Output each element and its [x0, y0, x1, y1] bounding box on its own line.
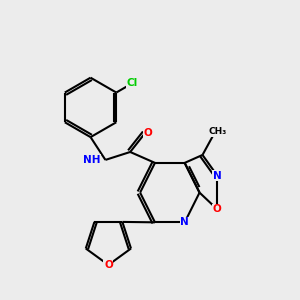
Text: N: N: [213, 171, 222, 181]
Text: CH₃: CH₃: [208, 127, 226, 136]
Text: O: O: [213, 204, 222, 214]
Text: Cl: Cl: [126, 78, 138, 88]
Text: NH: NH: [83, 155, 101, 165]
Text: O: O: [104, 260, 113, 270]
Text: O: O: [144, 128, 152, 138]
Text: N: N: [180, 217, 189, 227]
